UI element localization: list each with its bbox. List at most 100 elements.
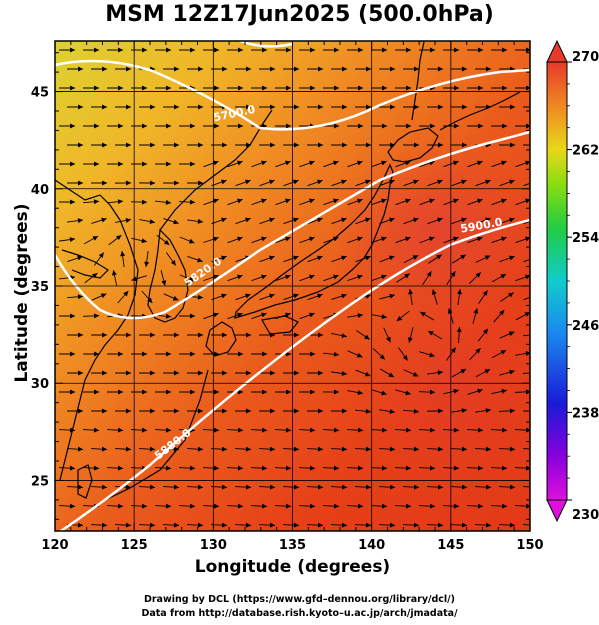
x-axis-label: Longitude (degrees) <box>194 557 391 577</box>
wind-arrow-head <box>341 179 347 185</box>
wind-arrow-head <box>78 408 84 414</box>
wind-arrow-head <box>118 47 124 53</box>
wind-arrow-head <box>245 484 252 490</box>
wind-arrow-head <box>173 522 180 528</box>
wind-arrow-head <box>285 503 292 509</box>
wind-arrow-head <box>365 179 371 185</box>
wind-arrow-head <box>262 85 268 91</box>
wind-arrow-head <box>166 389 172 395</box>
x-tick-label: 140 <box>358 538 385 553</box>
wind-arrow-head <box>309 427 316 433</box>
wind-arrow-head <box>509 255 515 261</box>
wind-arrow-head <box>317 446 324 452</box>
wind-arrow-head <box>269 484 276 490</box>
wind-arrow-head <box>333 198 339 204</box>
wind-arrow-head <box>238 123 244 129</box>
wind-arrow-head <box>269 217 275 223</box>
wind-arrow-head <box>309 312 315 318</box>
wind-arrow-head <box>477 198 483 204</box>
wind-arrow-head <box>222 370 228 376</box>
wind-arrow-head <box>405 198 411 204</box>
wind-arrow-head <box>413 484 420 490</box>
wind-arrow-head <box>286 351 292 357</box>
wind-arrow-head <box>501 236 507 242</box>
wind-arrow-head <box>366 66 372 72</box>
wind-arrow-head <box>509 217 515 223</box>
wind-arrow-head <box>115 235 122 241</box>
wind-arrow-head <box>293 446 300 452</box>
wind-arrow-head <box>388 255 395 261</box>
wind-arrow-head <box>534 332 539 337</box>
wind-arrow-head <box>437 217 443 223</box>
wind-arrow-head <box>198 370 204 376</box>
wind-arrow-head <box>437 484 444 490</box>
wind-arrow-head <box>245 179 251 185</box>
wind-arrow-head <box>502 47 508 53</box>
wind-arrow-head <box>525 198 530 204</box>
wind-arrow-head <box>150 180 156 186</box>
wind-arrow-head <box>246 104 252 110</box>
wind-arrow-head <box>102 180 108 186</box>
wind-arrow-head <box>478 47 484 53</box>
wind-arrow-head <box>382 47 388 53</box>
wind-arrow-head <box>222 66 228 72</box>
wind-arrow-head <box>420 311 426 317</box>
wind-arrow-head <box>141 427 148 433</box>
wind-arrow-head <box>70 199 76 205</box>
wind-arrow-head <box>285 274 291 280</box>
wind-arrow-head <box>70 313 76 319</box>
wind-arrow-head <box>408 289 414 295</box>
wind-arrow-head <box>317 255 323 261</box>
wind-arrow-head <box>407 337 413 343</box>
wind-arrow-head <box>381 274 387 280</box>
wind-arrow-head <box>213 274 219 280</box>
wind-arrow-head <box>213 465 220 471</box>
wind-arrow-head <box>473 308 479 314</box>
wind-arrow-head <box>91 273 98 279</box>
wind-arrow-head <box>197 446 204 452</box>
wind-arrow-head <box>165 199 171 205</box>
wind-arrow-head <box>501 198 507 204</box>
wind-arrow-head <box>508 331 515 337</box>
wind-arrow-head <box>450 271 456 277</box>
wind-arrow-shaft <box>523 296 530 301</box>
wind-arrow-head <box>333 465 340 471</box>
wind-arrow-head <box>358 123 364 129</box>
wind-arrow-head <box>222 142 228 148</box>
colorbar-ticks: 270 262 254 246 238 230 <box>567 50 599 523</box>
wind-arrow-head <box>429 198 435 204</box>
wind-arrow-head <box>405 503 412 509</box>
wind-arrow-head <box>294 370 300 376</box>
wind-arrow-head <box>246 66 252 72</box>
wind-arrow-head <box>165 313 172 319</box>
wind-arrow-head <box>150 142 156 148</box>
wind-arrow-head <box>149 484 156 490</box>
wind-arrow-head <box>509 484 516 490</box>
wind-arrow-head <box>438 104 444 110</box>
wind-arrow-head <box>341 484 348 490</box>
axis-ticks: 120 125 130 135 140 145 150 25 30 35 40 45 <box>31 86 544 553</box>
wind-arrow-head <box>534 485 539 490</box>
wind-arrow-head <box>213 312 219 318</box>
wind-arrow-head <box>126 142 132 148</box>
wind-arrow-head <box>509 522 516 528</box>
wind-arrow-head <box>366 142 372 148</box>
contour-5820 <box>55 130 530 320</box>
wind-arrow-head <box>358 85 364 91</box>
height-contours <box>55 41 530 531</box>
wind-arrow-shaft <box>523 334 530 337</box>
wind-arrow-head <box>246 332 252 338</box>
x-tick-label: 150 <box>516 538 543 553</box>
wind-arrow-head <box>317 293 323 299</box>
wind-arrow-head <box>461 408 467 414</box>
wind-arrow-head <box>438 142 444 148</box>
wind-arrow-head <box>125 484 132 490</box>
wind-arrow-head <box>501 503 508 509</box>
wind-arrow-head <box>402 355 408 361</box>
colorbar-tick-label: 246 <box>572 319 599 334</box>
wind-arrow-head <box>453 388 459 394</box>
wind-arrow-shaft <box>523 448 530 450</box>
wind-arrow-head <box>533 294 539 299</box>
wind-arrow-head <box>461 179 467 185</box>
